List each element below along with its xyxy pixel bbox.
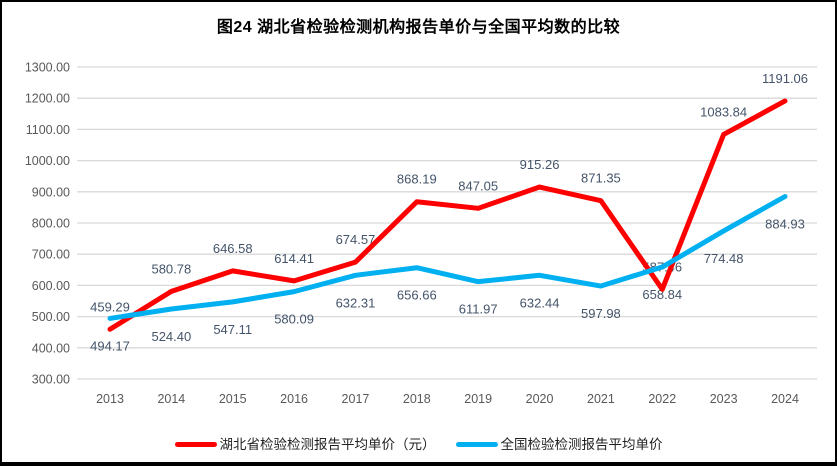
y-tick-label: 800.00 [32,217,70,231]
legend-label-hubei: 湖北省检验检测报告平均单价（元） [219,436,436,452]
y-tick-label: 900.00 [32,185,70,199]
x-tick-label: 2019 [464,392,492,406]
data-label: 632.31 [336,295,376,310]
y-tick-label: 1100.00 [26,123,70,137]
data-label: 611.97 [459,302,498,317]
y-tick-label: 1000.00 [25,154,70,168]
legend-line-blue [455,441,498,447]
data-label: 674.57 [336,232,376,247]
x-tick-label: 2021 [587,392,615,406]
data-label: 646.58 [213,241,253,256]
data-label: 524.40 [151,329,191,344]
x-tick-label: 2020 [526,392,554,406]
data-label: 459.29 [90,299,130,314]
y-tick-label: 700.00 [32,248,70,262]
data-label: 774.48 [704,251,744,266]
data-label: 1083.84 [700,104,747,119]
x-tick-label: 2023 [710,392,738,406]
legend-item-hubei: 湖北省检验检测报告平均单价（元） [174,436,436,452]
legend-item-national: 全国检验检测报告平均单价 [455,436,663,452]
x-tick-label: 2014 [157,392,185,406]
y-tick-label: 400.00 [32,341,70,355]
chart-legend: 湖北省检验检测报告平均单价（元） 全国检验检测报告平均单价 [2,436,835,452]
x-tick-label: 2024 [771,392,799,406]
series-line [107,194,788,321]
y-tick-label: 300.00 [32,373,70,387]
data-label: 597.98 [581,306,621,321]
data-label: 580.09 [274,312,314,327]
y-tick-label: 1300.00 [25,61,70,75]
chart-title: 图24 湖北省检验检测机构报告单价与全国平均数的比较 [216,19,621,36]
data-label: 494.17 [90,338,130,353]
y-tick-label: 500.00 [32,310,70,324]
data-label: 868.19 [397,172,437,187]
data-label: 871.35 [581,171,621,186]
data-label: 632.44 [520,295,560,310]
x-tick-label: 2015 [219,392,247,406]
x-tick-label: 2022 [648,392,676,406]
x-tick-label: 2016 [280,392,308,406]
y-tick-label: 600.00 [32,279,70,293]
data-label: 658.84 [642,287,682,302]
data-label: 847.05 [458,178,498,193]
legend-line-red [174,441,217,447]
series-line [107,98,788,332]
data-label: 915.26 [520,157,560,172]
data-label: 1191.06 [762,71,808,86]
data-label: 614.41 [274,251,314,266]
x-tick-label: 2017 [342,392,370,406]
data-label: 656.66 [397,288,437,303]
data-label: 884.93 [765,217,805,232]
legend-label-national: 全国检验检测报告平均单价 [500,436,663,452]
data-label: 547.11 [213,322,252,337]
x-tick-label: 2013 [96,392,124,406]
y-tick-label: 1200.00 [25,92,70,106]
data-label: 580.78 [151,261,191,276]
x-tick-label: 2018 [403,392,431,406]
